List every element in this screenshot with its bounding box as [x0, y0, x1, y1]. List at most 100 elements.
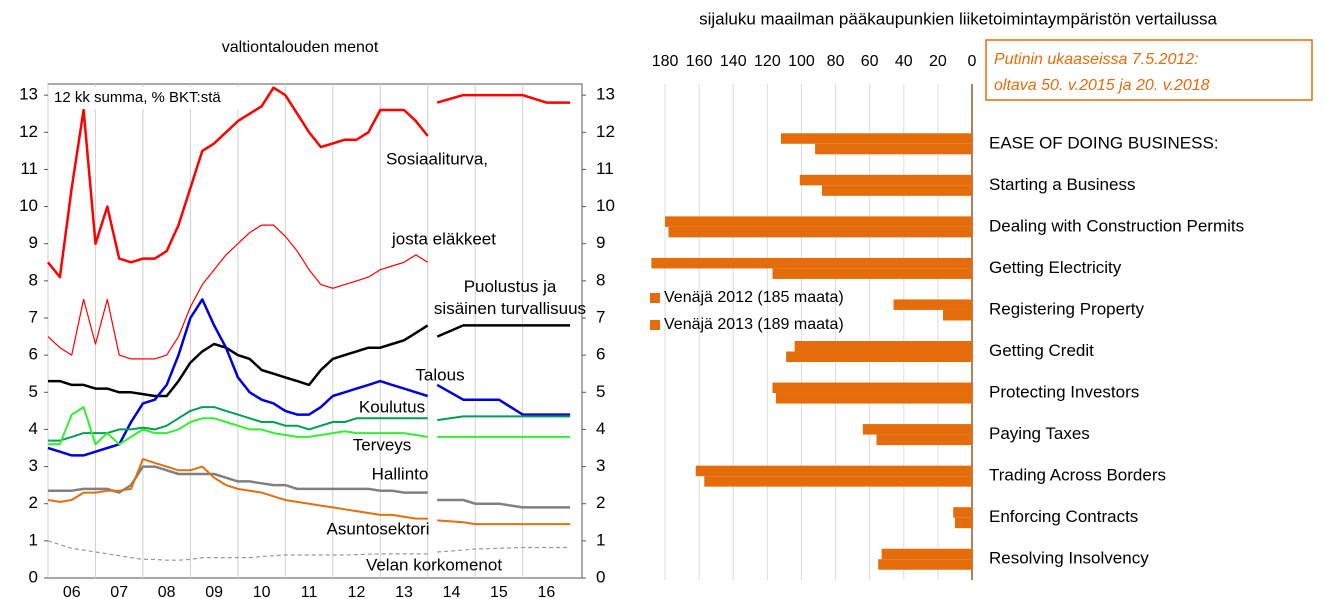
x-tick-label: 08 — [158, 584, 176, 599]
category-label: Trading Across Borders — [989, 466, 1166, 485]
bar — [876, 434, 972, 446]
x-tick-label: 15 — [490, 584, 508, 599]
y2-tick-label: 0 — [596, 567, 605, 586]
bar — [781, 133, 972, 144]
category-label: Enforcing Contracts — [989, 507, 1138, 526]
bar — [954, 517, 972, 529]
bar — [651, 257, 972, 269]
x-tick-label: 120 — [754, 53, 781, 70]
x-tick-label: 07 — [110, 584, 128, 599]
y-tick-label: 3 — [29, 456, 38, 475]
annotation-bg — [51, 87, 251, 109]
legend-label: Venäjä 2012 (185 maata) — [664, 289, 844, 306]
y2-tick-label: 3 — [596, 456, 605, 475]
bar — [695, 465, 972, 477]
y2-tick-label: 7 — [596, 307, 605, 326]
annotation: oltava 50. v.2015 ja 20. v.2018 — [994, 77, 1210, 94]
bar — [953, 507, 972, 518]
y2-tick-label: 1 — [596, 530, 605, 549]
y-tick-label: 13 — [19, 85, 38, 104]
bar — [862, 424, 972, 435]
bar — [878, 559, 972, 570]
category-label: Resolving Insolvency — [989, 549, 1149, 568]
bar — [772, 382, 972, 394]
category-label: Dealing with Construction Permits — [989, 216, 1244, 235]
annotation: Putinin ukaaseissa 7.5.2012: — [994, 51, 1199, 68]
x-tick-label: 160 — [686, 53, 713, 70]
x-tick-label: 13 — [395, 584, 413, 599]
series-line — [47, 224, 429, 360]
y-tick-label: 9 — [29, 233, 38, 252]
bar — [881, 548, 972, 560]
legend-label: Venäjä 2013 (189 maata) — [664, 316, 844, 333]
plot-frame — [47, 83, 583, 579]
bar — [772, 268, 972, 279]
bar — [704, 476, 972, 487]
y2-tick-label: 12 — [596, 122, 615, 141]
bar — [821, 185, 972, 196]
category-label: Paying Taxes — [989, 424, 1090, 443]
y-tick-label: 2 — [29, 493, 38, 512]
y2-tick-label: 13 — [596, 85, 615, 104]
x-tick-label: 180 — [652, 53, 679, 70]
x-tick-label: 14 — [443, 584, 461, 599]
series-label: Hallinto — [372, 464, 429, 483]
series-line — [48, 406, 571, 442]
y-tick-label: 10 — [19, 196, 38, 215]
chart-title: valtiontalouden menot — [222, 39, 379, 56]
x-tick-label: 140 — [720, 53, 747, 70]
series-line — [47, 540, 571, 561]
y-tick-label: 4 — [29, 419, 38, 438]
x-tick-label: 10 — [253, 584, 271, 599]
x-tick-label: 40 — [895, 53, 913, 70]
series-label: Talous — [415, 365, 464, 384]
bar — [665, 216, 972, 227]
y-tick-label: 6 — [29, 345, 38, 364]
y-tick-label: 0 — [29, 567, 38, 586]
bar — [815, 143, 972, 155]
bar — [668, 226, 972, 238]
y2-tick-label: 8 — [596, 270, 605, 289]
series-label: Velan korkomenot — [366, 555, 502, 574]
x-tick-label: 0 — [968, 53, 977, 70]
series-line — [48, 406, 571, 446]
chart-title: sijaluku maailman pääkaupunkien liiketoi… — [699, 9, 1217, 28]
series-label: Terveys — [353, 435, 412, 454]
series-line — [48, 324, 571, 398]
y-tick-label: 12 — [19, 122, 38, 141]
category-label: Getting Electricity — [989, 258, 1122, 277]
annotation: 12 kk summa, % BKT:stä — [54, 89, 221, 106]
y-tick-label: 8 — [29, 270, 38, 289]
series-label: Asuntosektori — [327, 519, 430, 538]
x-tick-label: 60 — [861, 53, 879, 70]
x-tick-label: 16 — [538, 584, 556, 599]
y2-tick-label: 11 — [596, 159, 614, 178]
y2-tick-label: 5 — [596, 382, 605, 401]
x-tick-label: 20 — [929, 53, 947, 70]
y-tick-label: 11 — [20, 159, 38, 178]
series-label: josta eläkkeet — [391, 229, 496, 248]
x-tick-label: 80 — [827, 53, 845, 70]
x-tick-label: 12 — [348, 584, 366, 599]
y2-tick-label: 9 — [596, 233, 605, 252]
bar — [943, 309, 972, 321]
category-label: Getting Credit — [989, 341, 1094, 360]
x-tick-label: 11 — [301, 584, 318, 599]
category-label: EASE OF DOING BUSINESS: — [989, 133, 1219, 152]
legend-swatch — [650, 293, 660, 303]
category-label: Registering Property — [989, 299, 1144, 318]
y2-tick-label: 4 — [596, 419, 605, 438]
x-tick-label: 06 — [63, 584, 81, 599]
x-tick-label: 100 — [788, 53, 815, 70]
bar — [775, 393, 972, 404]
y2-tick-label: 6 — [596, 345, 605, 364]
x-tick-label: 09 — [205, 584, 223, 599]
bar — [794, 341, 972, 352]
series-label: Puolustus ja sisäinen turvallisuus — [434, 277, 586, 318]
category-label: Starting a Business — [989, 175, 1135, 194]
bar — [893, 299, 972, 310]
series-label: Sosiaaliturva, — [386, 149, 488, 168]
y2-tick-label: 2 — [596, 493, 605, 512]
y2-tick-label: 10 — [596, 196, 615, 215]
bar — [786, 351, 972, 362]
